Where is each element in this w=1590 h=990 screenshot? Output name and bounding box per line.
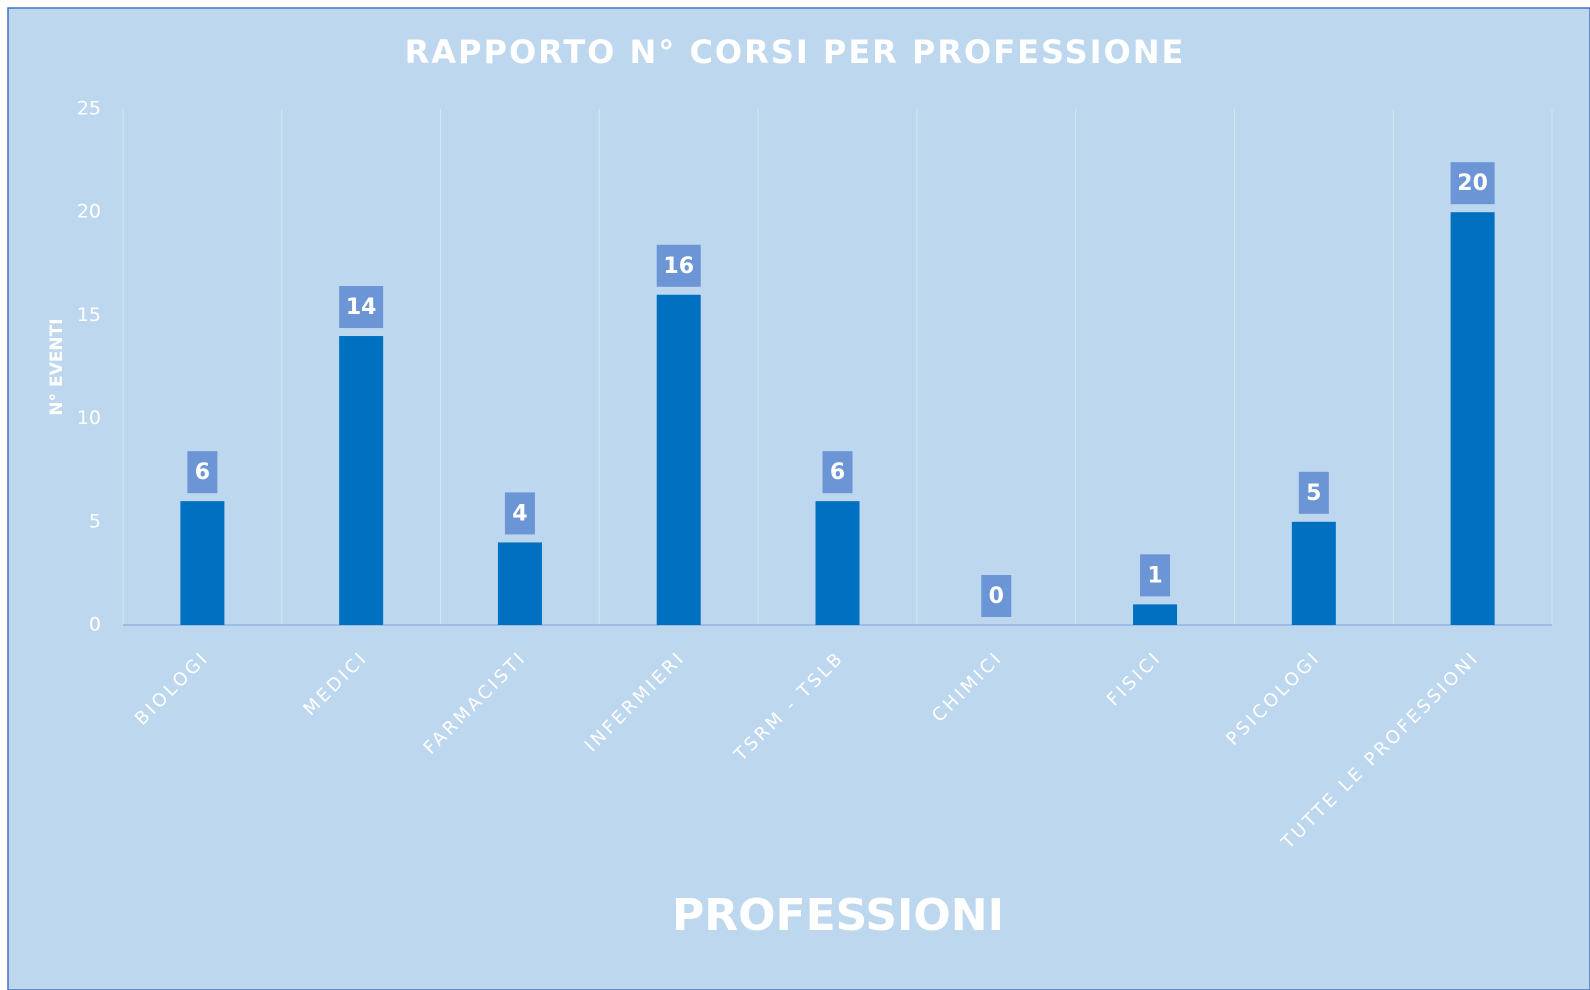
data-label: 1 [1147, 563, 1162, 588]
bar [497, 542, 542, 625]
data-label-box [1450, 162, 1495, 205]
bar [1450, 212, 1495, 625]
y-axis-title: N° EVENTI [47, 318, 67, 415]
data-label: 20 [1457, 171, 1488, 196]
data-label-box [656, 244, 701, 287]
data-label-box [1298, 471, 1329, 514]
data-label: 0 [989, 584, 1004, 609]
data-label: 14 [346, 295, 377, 320]
data-label: 16 [663, 254, 694, 279]
y-tick-label: 5 [89, 510, 101, 532]
chart-area [7, 7, 1590, 990]
data-label-box [981, 575, 1012, 617]
data-label: 6 [830, 460, 845, 485]
bar [656, 294, 701, 625]
chart-title: RAPPORTO N° CORSI PER PROFESSIONE [405, 33, 1186, 71]
bar [180, 501, 225, 625]
data-label-box [339, 286, 384, 329]
data-label-box [504, 492, 535, 535]
data-label-box [822, 451, 853, 494]
bar [339, 336, 384, 625]
y-tick-label: 20 [77, 201, 101, 223]
y-tick-label: 15 [77, 304, 101, 326]
y-tick-label: 25 [77, 98, 101, 120]
bar [1291, 521, 1336, 625]
data-label: 6 [195, 460, 210, 485]
x-axis-title: PROFESSIONI [672, 890, 1004, 941]
data-label-box [187, 451, 218, 494]
bar [1133, 604, 1178, 625]
y-tick-label: 0 [89, 614, 101, 636]
data-label: 5 [1306, 481, 1321, 506]
data-label: 4 [512, 501, 527, 526]
bar [815, 501, 860, 625]
data-label-box [1140, 554, 1171, 597]
y-tick-label: 10 [77, 407, 101, 429]
